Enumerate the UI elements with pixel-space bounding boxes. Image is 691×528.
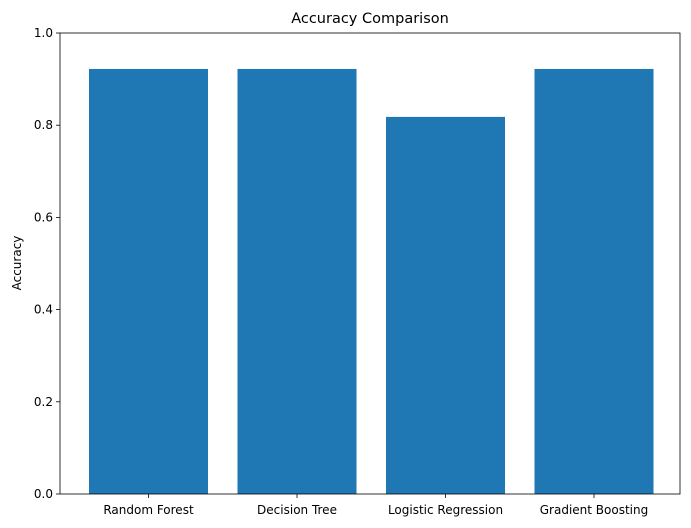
y-tick-label: 1.0 xyxy=(34,26,53,40)
chart-title: Accuracy Comparison xyxy=(291,11,449,27)
x-tick-label: Decision Tree xyxy=(257,503,337,517)
y-tick-label: 0.4 xyxy=(34,303,53,317)
x-tick-label: Random Forest xyxy=(103,503,194,517)
y-axis-title: Accuracy xyxy=(10,236,24,291)
y-tick-label: 0.0 xyxy=(34,487,53,501)
bar xyxy=(386,116,505,494)
bar xyxy=(534,68,654,494)
axes-frame xyxy=(59,32,681,495)
x-tick-label: Gradient Boosting xyxy=(540,503,648,517)
bar xyxy=(89,68,208,494)
plot-area: Random Forest Decision Tree Logistic Regre… xyxy=(34,26,681,517)
y-tick-label: 0.2 xyxy=(34,395,53,409)
y-tick-label: 0.8 xyxy=(34,118,53,132)
bar xyxy=(237,68,357,494)
y-tick-label: 0.6 xyxy=(34,210,53,224)
x-tick-label: Logistic Regression xyxy=(388,503,503,517)
